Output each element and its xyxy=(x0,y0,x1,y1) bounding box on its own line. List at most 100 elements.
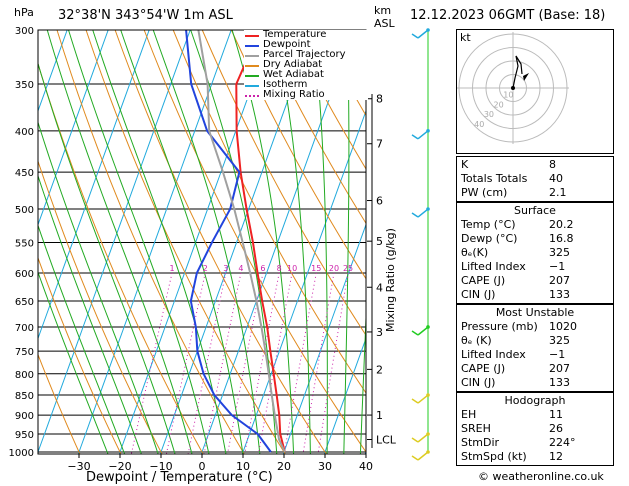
wind-barb-staff xyxy=(417,130,429,140)
pressure-tick-label: 850 xyxy=(15,391,34,402)
index-label: PW (cm) xyxy=(461,186,508,199)
wind-barb-dot xyxy=(426,325,430,329)
most-unstable-title: Most Unstable xyxy=(495,306,575,319)
isotherm-line xyxy=(38,30,109,227)
isotherm-line xyxy=(38,30,191,454)
mixing-ratio-line xyxy=(165,272,206,454)
wind-barb xyxy=(411,393,430,404)
wet-adiabat-line xyxy=(312,30,328,454)
hodo-value: 11 xyxy=(549,408,563,421)
series-parcel-trajectory xyxy=(197,30,286,453)
mu-value: 207 xyxy=(549,362,570,375)
surface-title: Surface xyxy=(514,204,556,217)
wind-barb xyxy=(411,129,430,140)
wet-adiabat-line xyxy=(38,120,159,454)
km-label: km xyxy=(374,4,392,17)
temperature-tick-label: 0 xyxy=(199,460,206,473)
wet-adiabat-line xyxy=(120,30,244,454)
dry-adiabat-line xyxy=(172,30,366,394)
hodo-value: 26 xyxy=(549,422,563,435)
wet-adiabat-line xyxy=(231,30,295,454)
isotherm-line xyxy=(241,109,366,454)
hodograph-unit-label: kt xyxy=(460,31,471,44)
temperature-tick-label: 40 xyxy=(359,460,373,473)
surface-value: 16.8 xyxy=(549,232,574,245)
wet-adiabat-line xyxy=(38,270,109,454)
legend-label: Isotherm xyxy=(263,79,308,90)
temperature-tick-label: −10 xyxy=(149,460,172,473)
mixing-ratio-label: 6 xyxy=(260,264,265,273)
legend-item: Temperature xyxy=(244,29,368,40)
wind-barb-dot xyxy=(426,393,430,397)
isotherm-line xyxy=(159,30,314,454)
surface-box: Surface Temp (°C) 20.2 Dewp (°C) 16.8 θₑ… xyxy=(456,202,614,304)
surface-label: Temp (°C) xyxy=(461,218,516,231)
legend-label: Mixing Ratio xyxy=(263,89,325,100)
wind-barb-dot xyxy=(426,450,430,454)
legend-item: Parcel Trajectory xyxy=(244,49,368,60)
temperature-tick-label: −30 xyxy=(67,460,90,473)
most-unstable-box: Most Unstable Pressure (mb) 1020 θₑ (K) … xyxy=(456,304,614,392)
pressure-tick-label: 950 xyxy=(15,430,34,441)
isotherm-line xyxy=(77,30,232,454)
index-label: K xyxy=(461,158,469,171)
pressure-tick-label: 900 xyxy=(15,411,34,422)
mu-label: θₑ (K) xyxy=(461,334,492,347)
altitude-label: 4 xyxy=(376,281,383,294)
surface-label: CIN (J) xyxy=(461,288,496,301)
legend-swatch xyxy=(245,55,259,57)
temperature-tick-label: −20 xyxy=(108,460,131,473)
dry-adiabat-line xyxy=(38,159,163,454)
wind-barb-dot xyxy=(426,207,430,211)
hodograph-ring-label: 10 xyxy=(503,91,513,100)
copyright-text[interactable]: © weatheronline.co.uk xyxy=(478,470,604,483)
legend-item: Isotherm xyxy=(244,79,368,90)
legend-swatch xyxy=(245,95,259,97)
mixing-ratio-line xyxy=(317,272,349,454)
mixing-ratio-label: 8 xyxy=(277,264,282,273)
legend-label: Temperature xyxy=(263,29,327,40)
legend-swatch xyxy=(245,35,259,37)
dry-adiabat-line xyxy=(143,30,366,453)
legend-label: Dewpoint xyxy=(263,39,311,50)
surface-label: Lifted Index xyxy=(461,260,526,273)
index-value: 8 xyxy=(549,158,556,171)
wind-barb-flag xyxy=(411,33,419,39)
mu-label: Lifted Index xyxy=(461,348,526,361)
isotherm-line xyxy=(38,30,68,113)
wind-barb-flag xyxy=(411,398,419,404)
hodo-label: EH xyxy=(461,408,477,421)
pressure-tick-label: 500 xyxy=(15,205,34,216)
hodo-label: StmDir xyxy=(461,436,500,449)
dry-adiabat-line xyxy=(38,256,122,454)
legend-item: Mixing Ratio xyxy=(244,89,368,100)
mixing-ratio-label: 25 xyxy=(343,264,353,273)
legend-label: Dry Adiabat xyxy=(263,59,323,70)
mixing-ratio-label: 2 xyxy=(203,264,208,273)
altitude-label: 1 xyxy=(376,409,383,422)
wet-adiabat-line xyxy=(38,61,176,454)
wind-barb-staff xyxy=(417,208,429,218)
legend-swatch xyxy=(245,75,259,77)
hodograph-table-title: Hodograph xyxy=(504,394,566,407)
wind-barb-flag xyxy=(411,134,419,140)
isotherm-line xyxy=(38,30,150,340)
altitude-label: 8 xyxy=(376,93,383,106)
surface-value: 133 xyxy=(549,288,570,301)
mixing-ratio-line xyxy=(283,272,317,454)
dry-adiabat-line xyxy=(230,30,366,280)
dry-adiabat-line xyxy=(289,30,366,170)
pressure-tick-label: 750 xyxy=(15,347,34,358)
altitude-label: 2 xyxy=(376,363,383,376)
mixing-ratio-axis-label: Mixing Ratio (g/kg) xyxy=(384,228,397,332)
wet-adiabat-line xyxy=(152,30,261,454)
altitude-label: 3 xyxy=(376,326,383,339)
mixing-ratio-line xyxy=(203,272,242,454)
hodograph-ring-label: 30 xyxy=(484,110,494,119)
legend-item: Dry Adiabat xyxy=(244,59,368,70)
dry-adiabat-line xyxy=(85,30,286,454)
wind-barb-dot xyxy=(426,129,430,133)
wet-adiabat-line xyxy=(190,30,278,454)
hodo-value: 12 xyxy=(549,450,563,463)
